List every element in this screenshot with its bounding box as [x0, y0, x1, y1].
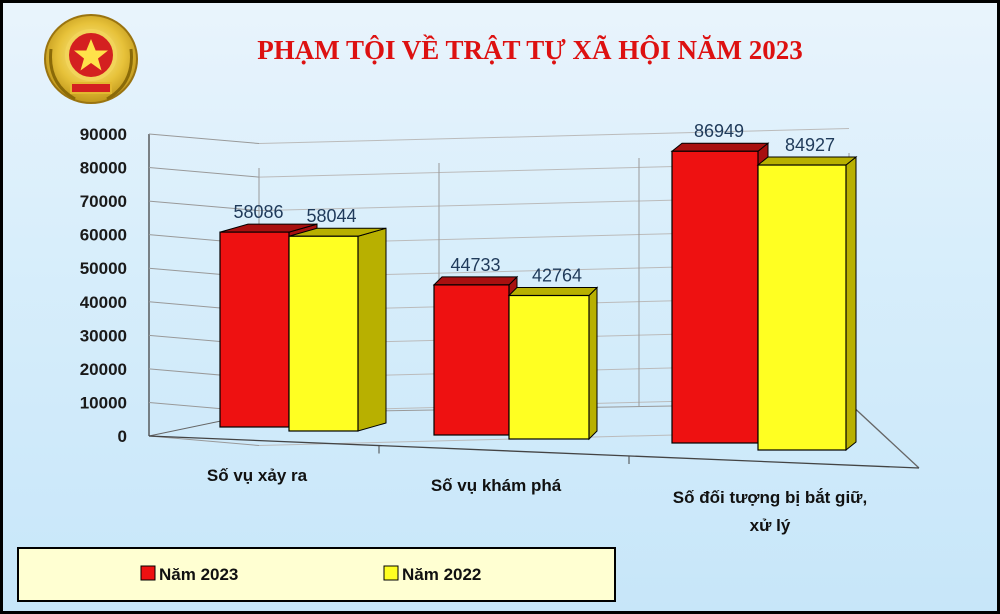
y-tick-label: 40000: [80, 293, 127, 312]
category-label: xử lý: [750, 516, 791, 535]
data-label: 58044: [306, 206, 356, 226]
data-label: 86949: [694, 121, 744, 141]
y-tick-label: 10000: [80, 393, 127, 412]
y-tick-label: 90000: [80, 125, 127, 144]
y-tick-label: 70000: [80, 192, 127, 211]
bars: 58086 58044 44733 42764 86949 84927: [219, 121, 858, 452]
data-label: 42764: [532, 266, 582, 286]
data-label: 84927: [785, 135, 835, 155]
bar-0-1: [432, 275, 519, 437]
y-tick-label: 80000: [80, 159, 127, 178]
data-label: 58086: [233, 202, 283, 222]
legend-label-2022: Năm 2022: [402, 565, 481, 584]
category-label: Số đối tượng bị bắt giữ,: [673, 488, 867, 507]
bar-chart: PHẠM TỘI VỀ TRẬT TỰ XÃ HỘI NĂM 2023 0 100…: [17, 14, 920, 602]
legend-swatch-2023: [140, 565, 156, 581]
y-axis: 0 10000 20000 30000 40000 50000 60000 70000 8000…: [80, 125, 127, 446]
legend-swatch-2022: [383, 565, 399, 581]
legend-label-2023: Năm 2023: [159, 565, 238, 584]
chart-title: PHẠM TỘI VỀ TRẬT TỰ XÃ HỘI NĂM 2023: [257, 34, 803, 65]
category-label: Số vụ khám phá: [431, 476, 562, 495]
legend: Năm 2023 Năm 2022: [17, 547, 616, 602]
category-label: Số vụ xảy ra: [207, 466, 308, 485]
police-emblem-icon: [44, 14, 138, 104]
bar-0-2: [670, 142, 770, 445]
y-tick-label: 20000: [80, 360, 127, 379]
data-label: 44733: [450, 255, 500, 275]
y-tick-label: 30000: [80, 326, 127, 345]
bar-1-1: [507, 286, 599, 441]
y-tick-label: 0: [118, 427, 127, 446]
y-tick-label: 50000: [80, 259, 127, 278]
x-axis: Số vụ xảy ra Số vụ khám phá Số đối tượng b…: [207, 466, 867, 535]
bar-1-0: [288, 227, 387, 432]
bar-1-2: [756, 155, 858, 452]
y-tick-label: 60000: [80, 226, 127, 245]
